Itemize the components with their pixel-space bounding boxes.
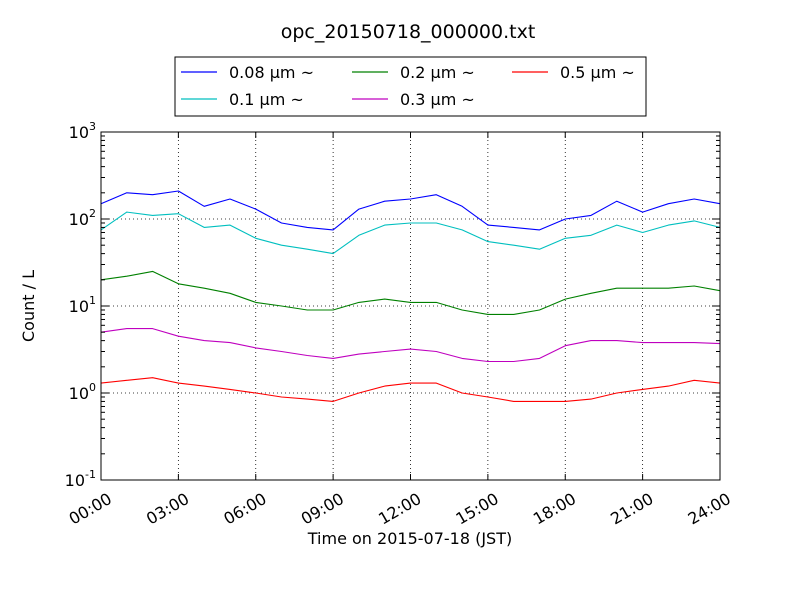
- legend-label-4: 0.5 μm ~: [560, 63, 635, 82]
- ticks-layer: [100, 131, 721, 481]
- y-tick-label: 100: [69, 381, 96, 403]
- series-layer: [100, 190, 721, 402]
- legend-label-1: 0.1 μm ~: [229, 90, 304, 109]
- x-tick-label: 09:00: [298, 489, 347, 529]
- x-tick-label: 00:00: [66, 489, 115, 529]
- y-axis-label: Count / L: [19, 270, 38, 342]
- series-line-0: [100, 190, 721, 231]
- x-tick-labels: 00:00 03:00 06:00 09:00 12:00 15:00 18:00 21:00…: [66, 489, 734, 529]
- x-tick-label: 21:00: [607, 489, 656, 529]
- y-tick-label: 102: [69, 207, 96, 229]
- series-line-1: [100, 211, 721, 255]
- legend: 0.08 μm ~ 0.1 μm ~ 0.2 μm ~ 0.3 μm ~ 0.5 μm …: [174, 56, 647, 117]
- y-tick-label: 101: [69, 294, 96, 316]
- series-line-3: [100, 328, 721, 363]
- series-line-2: [100, 270, 721, 315]
- series-line-4: [100, 377, 721, 402]
- x-tick-label: 06:00: [220, 489, 269, 529]
- legend-label-3: 0.3 μm ~: [400, 90, 475, 109]
- legend-label-2: 0.2 μm ~: [400, 63, 475, 82]
- x-tick-label: 03:00: [143, 489, 192, 529]
- x-tick-label: 15:00: [452, 489, 501, 529]
- x-tick-label: 12:00: [375, 489, 424, 529]
- y-tick-labels: 10-1 100 101 102 103: [65, 120, 96, 490]
- chart-title: opc_20150718_000000.txt: [281, 21, 536, 43]
- x-tick-label: 24:00: [685, 489, 734, 529]
- x-tick-label: 18:00: [530, 489, 579, 529]
- grid-layer: [101, 132, 720, 480]
- y-tick-label: 10-1: [65, 468, 96, 490]
- y-tick-label: 103: [69, 120, 96, 142]
- legend-label-0: 0.08 μm ~: [229, 63, 314, 82]
- legend-box: [174, 56, 647, 117]
- x-axis-label: Time on 2015-07-18 (JST): [307, 529, 512, 548]
